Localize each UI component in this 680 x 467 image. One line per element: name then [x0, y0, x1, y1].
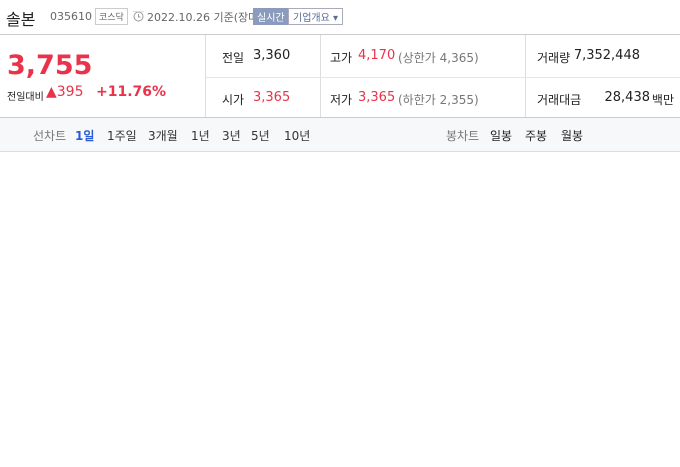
tab-label: 봉차트 — [446, 129, 480, 143]
stat-value: 3,365 — [358, 90, 396, 105]
divider — [205, 35, 206, 117]
company-button[interactable]: 기업개요 ▾ — [288, 8, 344, 25]
stat-label: 고가 — [330, 51, 353, 65]
market-badge: 코스닥 — [95, 8, 128, 25]
divider — [0, 34, 680, 35]
change: ▲395 — [46, 84, 84, 100]
tab-label: 선차트 — [33, 129, 67, 143]
period-tab[interactable]: 1년 — [191, 129, 210, 143]
realtime-button[interactable]: 실시간 — [253, 8, 289, 25]
divider — [320, 35, 321, 117]
stat-label: 시가 — [222, 93, 245, 107]
tab-bar — [0, 117, 680, 152]
current-price: 3,755 — [7, 50, 93, 81]
period-tab[interactable]: 3개월 — [148, 129, 178, 143]
divider — [205, 77, 680, 78]
stat-sub: (상한가 4,365) — [398, 51, 479, 65]
stat-value: 4,170 — [358, 48, 396, 63]
stock-code: 035610 — [50, 10, 92, 23]
company-button-text: 기업개요 — [293, 13, 330, 24]
divider — [525, 35, 526, 117]
stock-name: 솔본 — [6, 10, 36, 29]
stat-value: 28,438 — [604, 90, 651, 105]
stat-value: 3,360 — [253, 48, 291, 63]
period-tab[interactable]: 1일 — [75, 129, 95, 143]
stat-unit: 백만 — [651, 93, 674, 107]
period-tab[interactable]: 1주일 — [107, 129, 137, 143]
date: 2022.10.26 기준(장마감) — [147, 11, 273, 24]
stat-label: 전일 — [222, 51, 245, 65]
stat-value: 7,352,448 — [573, 48, 640, 63]
clock-icon: 3,2403,4873,7333,9804,22710/2510/2610:00… — [133, 11, 144, 22]
stat-label: 거래량 — [537, 51, 571, 65]
period-tab[interactable]: 10년 — [284, 129, 311, 143]
change-label: 전일대비 — [7, 92, 44, 103]
stat-label: 거래대금 — [537, 93, 582, 107]
stat-value: 3,365 — [253, 90, 291, 105]
chart — [0, 150, 680, 467]
stat-sub: (하한가 2,355) — [398, 93, 479, 107]
candle-tab[interactable]: 일봉 — [490, 129, 513, 143]
stat-label: 저가 — [330, 93, 353, 107]
period-tab[interactable]: 5년 — [251, 129, 270, 143]
candle-tab[interactable]: 월봉 — [561, 129, 584, 143]
candle-tab[interactable]: 주봉 — [525, 129, 548, 143]
period-tab[interactable]: 3년 — [222, 129, 241, 143]
change-rate: +11.76% — [96, 84, 167, 100]
